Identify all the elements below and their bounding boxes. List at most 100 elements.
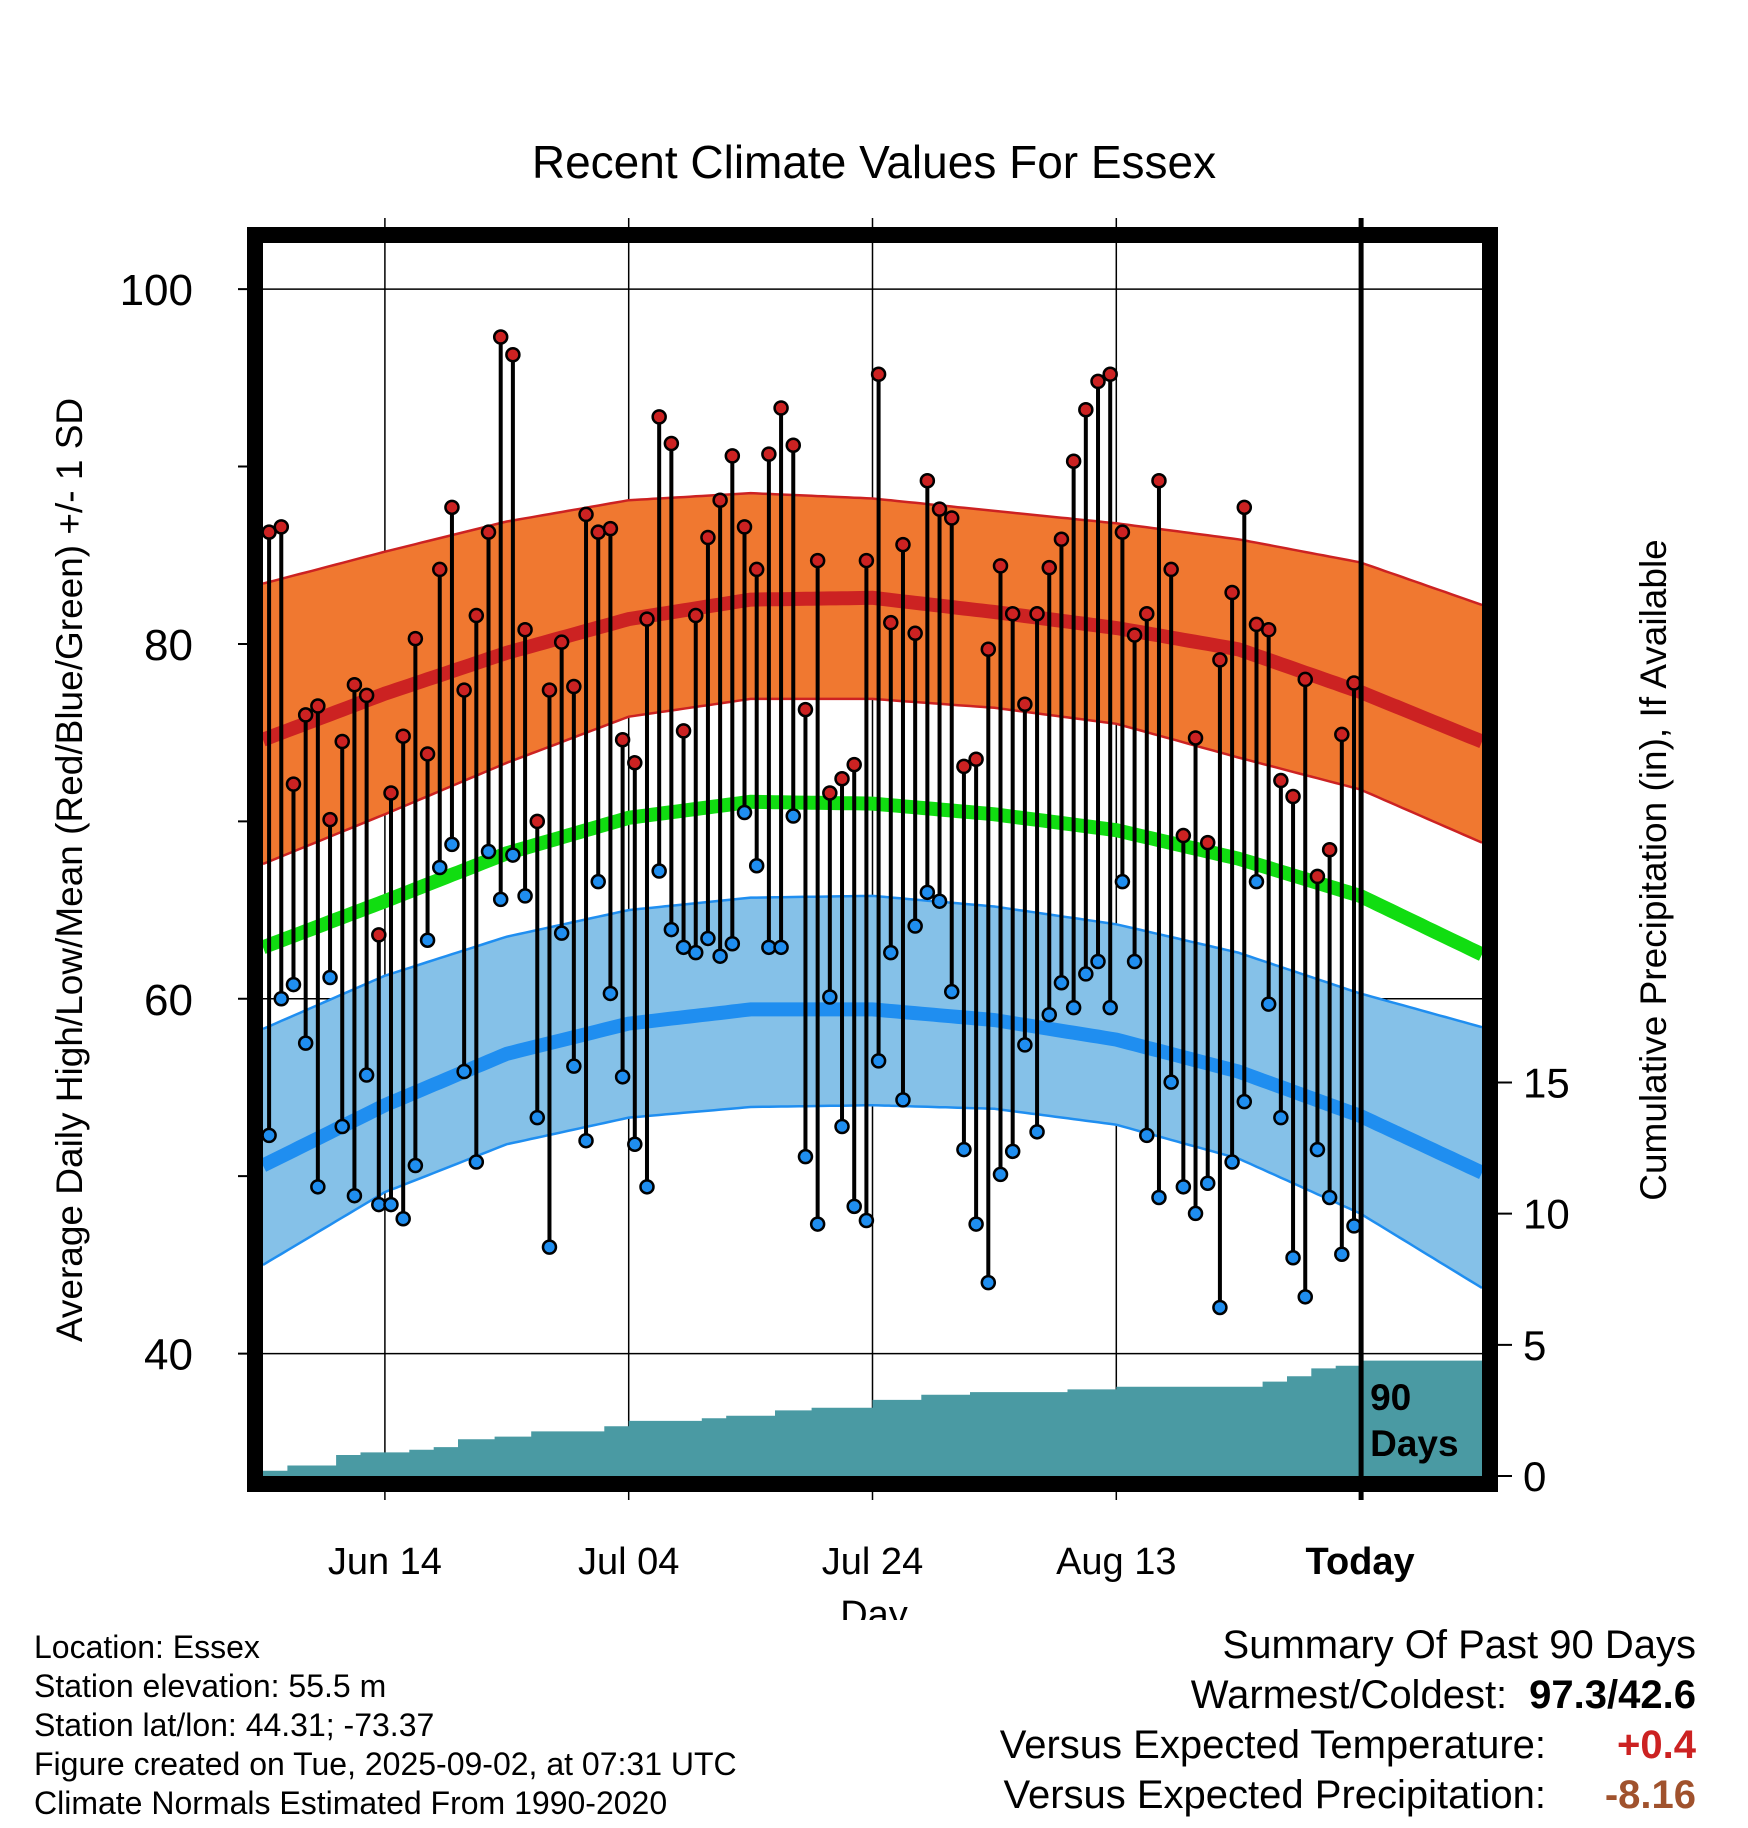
observed-low-point bbox=[907, 918, 923, 934]
observed-high-point bbox=[322, 811, 338, 828]
observed-low-point bbox=[383, 1196, 399, 1213]
observed-low-point bbox=[505, 847, 521, 863]
observed-high-point bbox=[1053, 531, 1070, 548]
observed-high-point bbox=[602, 520, 619, 537]
x-tick-label: Aug 13 bbox=[1056, 1541, 1176, 1583]
observed-low-point bbox=[1297, 1289, 1313, 1305]
elevation-text: Station elevation: 55.5 m bbox=[34, 1668, 387, 1704]
summary-precip: Versus Expected Precipitation: -8.16 bbox=[1000, 1770, 1696, 1820]
observed-temperatures bbox=[261, 329, 1362, 1316]
y-tick-label: 60 bbox=[144, 976, 193, 1025]
observed-low-point bbox=[834, 1118, 850, 1135]
observed-high-point bbox=[285, 776, 302, 792]
observed-high-point bbox=[456, 682, 472, 698]
observed-high-point bbox=[956, 758, 972, 775]
observed-low-point bbox=[297, 1035, 314, 1051]
observed-low-point bbox=[310, 1179, 326, 1195]
observed-high-point bbox=[675, 723, 692, 739]
observed-high-point bbox=[797, 701, 814, 718]
grid-lines bbox=[263, 218, 1482, 1500]
observed-high-point bbox=[395, 728, 411, 744]
observed-low-point bbox=[858, 1212, 875, 1229]
observed-high-point bbox=[773, 400, 789, 416]
observed-low-point bbox=[1285, 1250, 1301, 1266]
observed-high-point bbox=[736, 519, 753, 535]
observed-low-point bbox=[1078, 966, 1094, 982]
observed-high-point bbox=[1260, 622, 1277, 638]
observed-low-point bbox=[456, 1063, 472, 1080]
temp-value: +0.4 bbox=[1617, 1723, 1696, 1767]
observed-low-point bbox=[1004, 1143, 1021, 1160]
observed-high-point bbox=[1285, 788, 1301, 805]
y2-tick-label: 10 bbox=[1523, 1191, 1570, 1238]
y2-tick-label: 15 bbox=[1523, 1059, 1570, 1106]
observed-high-point bbox=[334, 733, 350, 750]
y-tick-label: 40 bbox=[144, 1331, 193, 1380]
observed-high-point bbox=[895, 536, 911, 553]
observed-high-point bbox=[1090, 373, 1106, 390]
observed-high-point bbox=[1151, 472, 1167, 489]
precip-value: -8.16 bbox=[1604, 1773, 1696, 1817]
observed-low-point bbox=[773, 939, 789, 956]
observed-high-point bbox=[809, 552, 826, 569]
observed-low-point bbox=[870, 1053, 887, 1069]
observed-high-point bbox=[492, 329, 509, 345]
observed-high-point bbox=[1309, 868, 1326, 885]
high-sd-upper-line bbox=[262, 491, 1483, 607]
observed-low-point bbox=[1187, 1205, 1204, 1222]
observed-high-point bbox=[1334, 726, 1350, 743]
observed-high-point bbox=[1017, 696, 1033, 713]
low-sd-lower-line bbox=[262, 1103, 1483, 1289]
observed-high-point bbox=[529, 813, 546, 830]
x-tick-label: Today bbox=[1306, 1541, 1415, 1583]
observed-high-point bbox=[724, 448, 741, 464]
observed-high-point bbox=[444, 499, 460, 516]
observed-high-point bbox=[748, 561, 765, 578]
observed-low-point bbox=[919, 884, 936, 901]
observed-low-point bbox=[1029, 1124, 1045, 1140]
x-tick-label: Jun 14 bbox=[328, 1541, 442, 1583]
latlon-text: Station lat/lon: 44.31; -73.37 bbox=[34, 1707, 435, 1743]
observed-low-point bbox=[1163, 1074, 1179, 1090]
observed-high-point bbox=[651, 409, 667, 425]
warm-cold-value: 97.3/42.6 bbox=[1529, 1673, 1696, 1717]
observed-low-point bbox=[931, 893, 948, 909]
observed-high-point bbox=[383, 785, 399, 801]
observed-low-point bbox=[968, 1216, 984, 1232]
observed-low-point bbox=[797, 1148, 814, 1165]
y-tick-label: 80 bbox=[144, 621, 193, 670]
observed-high-point bbox=[870, 366, 887, 383]
observed-high-point bbox=[566, 678, 582, 695]
observed-low-point bbox=[517, 888, 533, 904]
observed-low-point bbox=[663, 921, 680, 938]
observed-low-point bbox=[1151, 1189, 1167, 1206]
observed-high-point bbox=[1078, 402, 1094, 418]
observed-low-point bbox=[419, 932, 436, 948]
observed-low-point bbox=[1090, 953, 1106, 970]
precip-cumulative-area bbox=[263, 1360, 1482, 1476]
observed-high-point bbox=[541, 682, 558, 698]
observed-low-point bbox=[675, 939, 692, 956]
temp-label: Versus Expected Temperature: bbox=[999, 1723, 1546, 1767]
y-axis-label: Average Daily High/Low/Mean (Red/Blue/Gr… bbox=[49, 398, 90, 1342]
observed-high-point bbox=[1126, 627, 1143, 643]
observed-low-point bbox=[553, 925, 570, 941]
observed-high-point bbox=[1321, 841, 1338, 858]
observed-low-point bbox=[980, 1274, 997, 1291]
observed-high-point bbox=[1248, 616, 1265, 633]
observed-low-point bbox=[1199, 1175, 1216, 1192]
observed-low-point bbox=[541, 1239, 558, 1255]
chart-title: Recent Climate Values For Essex bbox=[532, 136, 1216, 188]
observed-high-point bbox=[992, 558, 1009, 574]
observed-high-point bbox=[273, 519, 290, 535]
observed-low-point bbox=[1102, 999, 1118, 1016]
plot-border bbox=[247, 227, 1498, 1492]
observed-high-point bbox=[1163, 561, 1179, 578]
today-days-label: 90 bbox=[1370, 1377, 1411, 1418]
observed-low-point bbox=[1017, 1037, 1033, 1053]
summary-heading: Summary Of Past 90 Days bbox=[1222, 1623, 1696, 1667]
y-tick-label: 100 bbox=[120, 266, 193, 315]
observed-low-point bbox=[444, 836, 460, 853]
observed-low-point bbox=[1248, 873, 1265, 890]
observed-low-point bbox=[822, 989, 838, 1005]
